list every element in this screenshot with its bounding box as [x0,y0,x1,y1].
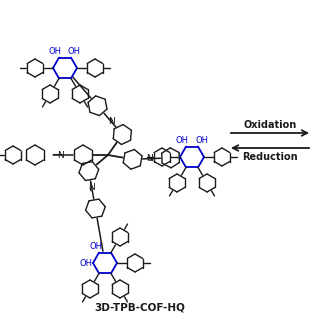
Text: OH: OH [89,242,102,251]
Text: OH: OH [68,47,81,56]
Text: N: N [58,150,64,159]
Text: OH: OH [79,259,92,268]
Text: N: N [88,183,95,192]
Text: OH: OH [195,136,208,145]
Text: Reduction: Reduction [242,152,298,162]
Text: Oxidation: Oxidation [244,120,297,130]
Text: OH: OH [49,47,62,56]
Text: N: N [108,117,115,126]
Text: 3D-TPB-COF-HQ: 3D-TPB-COF-HQ [95,302,185,312]
Text: N: N [146,154,153,163]
Text: OH: OH [176,136,189,145]
